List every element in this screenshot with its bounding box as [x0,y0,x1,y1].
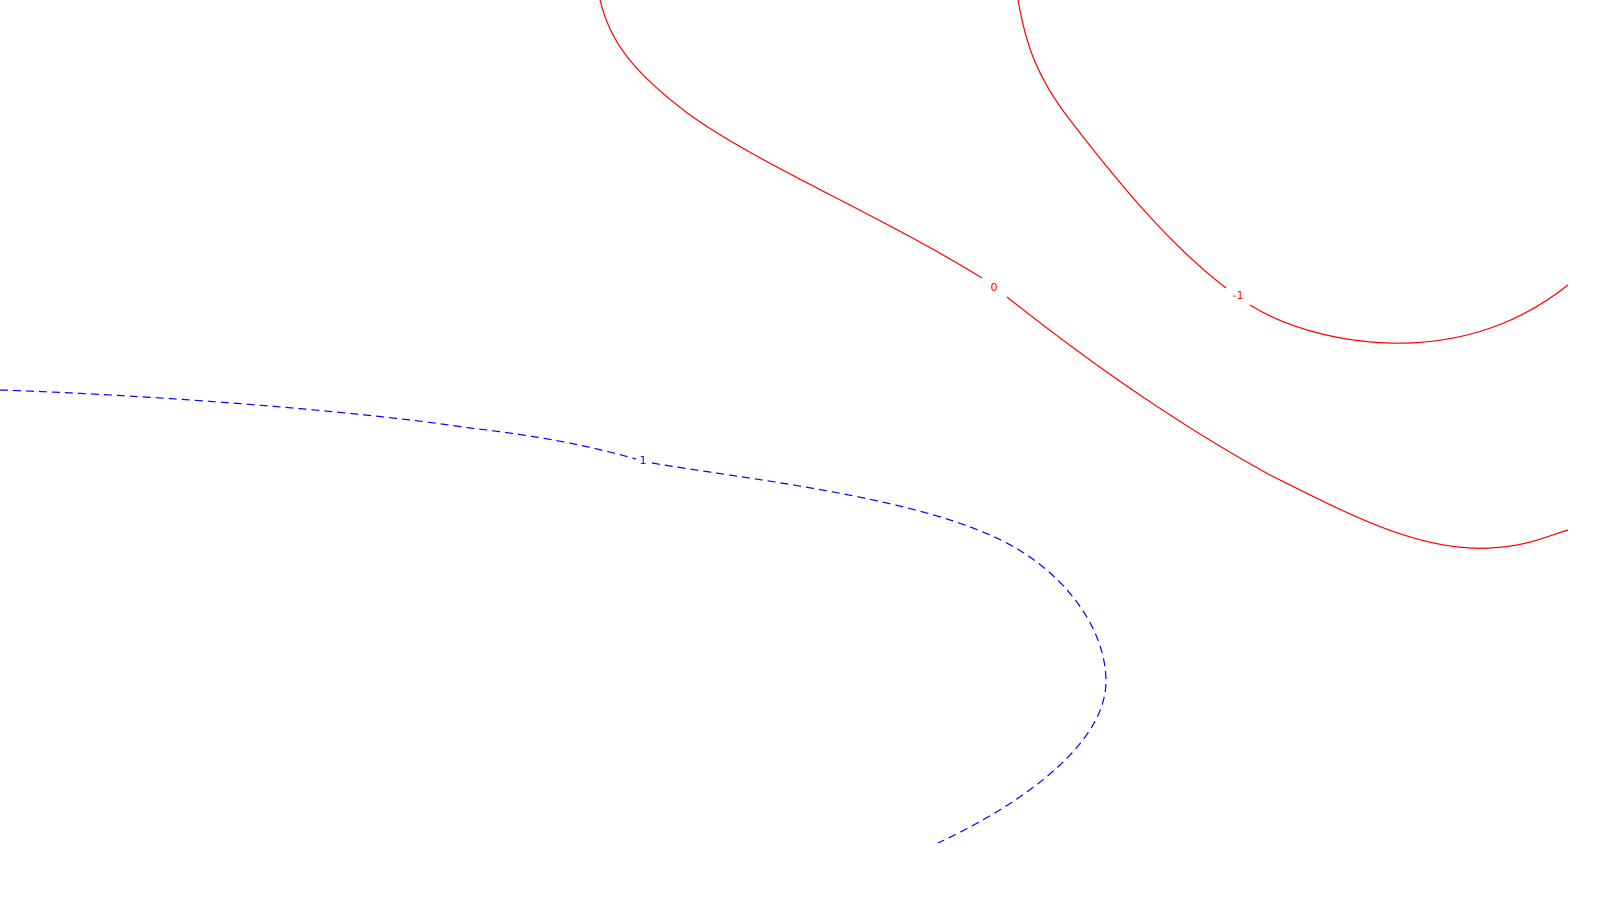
contour-line-level-minus-1 [1017,0,1569,344]
contour-line-level-1 [0,389,1107,844]
contour-label-level-1: 1 [640,454,647,467]
contour-line-level-0 [599,0,1569,549]
contour-label-level-minus-1: -1 [1233,289,1244,302]
contour-label-level-0: 0 [991,281,998,294]
